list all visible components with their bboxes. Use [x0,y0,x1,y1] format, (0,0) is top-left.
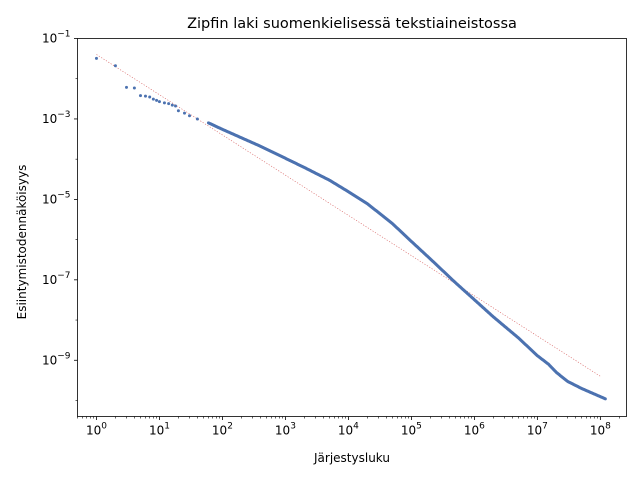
y-tick-label: 10−7 [42,271,71,287]
data-point [143,94,147,98]
x-tick-base: 10 [464,424,479,438]
x-tick-base: 10 [590,424,605,438]
y-tick-exponent: −5 [57,190,70,200]
data-point [183,111,187,115]
y-axis-label: Esiintymistodennäköisyys [15,165,29,320]
y-tick-label: 10−1 [42,30,71,46]
y-tick-label: 10−9 [42,351,71,367]
x-tick-exponent: 7 [542,422,548,432]
y-tick-base: 10 [42,32,57,46]
x-tick-label: 101 [149,422,170,438]
x-tick-exponent: 1 [164,422,170,432]
x-tick-label: 106 [464,422,485,438]
data-point [148,95,152,99]
x-tick-exponent: 6 [479,422,485,432]
x-axis-label: Järjestysluku [313,451,390,465]
data-point [174,104,178,108]
data-point [155,98,159,102]
x-tick-exponent: 0 [101,422,107,432]
data-point [151,97,155,101]
x-tick-exponent: 4 [353,422,359,432]
y-tick-label: 10−5 [42,190,71,206]
data-point [188,114,192,118]
x-tick-label: 100 [86,422,107,438]
x-tick-label: 103 [275,422,296,438]
chart-title: Zipfin laki suomenkielisessä tekstiainei… [187,16,517,32]
x-tick-base: 10 [338,424,353,438]
data-point [113,64,117,68]
y-tick-exponent: −9 [57,351,71,361]
x-tick-base: 10 [275,424,290,438]
y-tick-base: 10 [42,353,57,367]
data-point [195,117,199,121]
x-tick-label: 107 [527,422,548,438]
y-tick-base: 10 [42,192,57,206]
x-tick-base: 10 [149,424,164,438]
data-point [170,103,174,107]
x-tick-exponent: 8 [605,422,611,432]
y-tick-exponent: −7 [57,271,70,281]
x-axis: 100 101 102 103 104 105 106 107 108 [77,416,620,438]
data-point [132,86,136,90]
y-axis: 10−110−310−510−710−9 [42,30,78,401]
data-point [603,397,607,401]
x-tick-label: 108 [590,422,611,438]
data-point [162,101,166,105]
data-point [138,94,142,98]
y-tick-base: 10 [42,112,57,126]
data-point [125,85,129,89]
x-tick-base: 10 [527,424,542,438]
data-point [176,109,180,113]
x-tick-exponent: 3 [290,422,296,432]
y-tick-label: 10−3 [42,110,71,126]
y-tick-exponent: −1 [57,30,70,40]
y-tick-exponent: −3 [57,110,70,120]
x-tick-base: 10 [212,424,227,438]
x-tick-label: 105 [401,422,422,438]
data-point [157,100,161,104]
x-tick-base: 10 [401,424,416,438]
x-tick-exponent: 2 [227,422,233,432]
data-point [94,56,98,60]
x-tick-label: 102 [212,422,233,438]
data-point [167,102,171,106]
data-points-layer [94,56,607,401]
x-tick-base: 10 [86,424,101,438]
x-tick-exponent: 5 [416,422,422,432]
x-tick-label: 104 [338,422,359,438]
y-tick-base: 10 [42,273,57,287]
plot-area [77,38,627,417]
